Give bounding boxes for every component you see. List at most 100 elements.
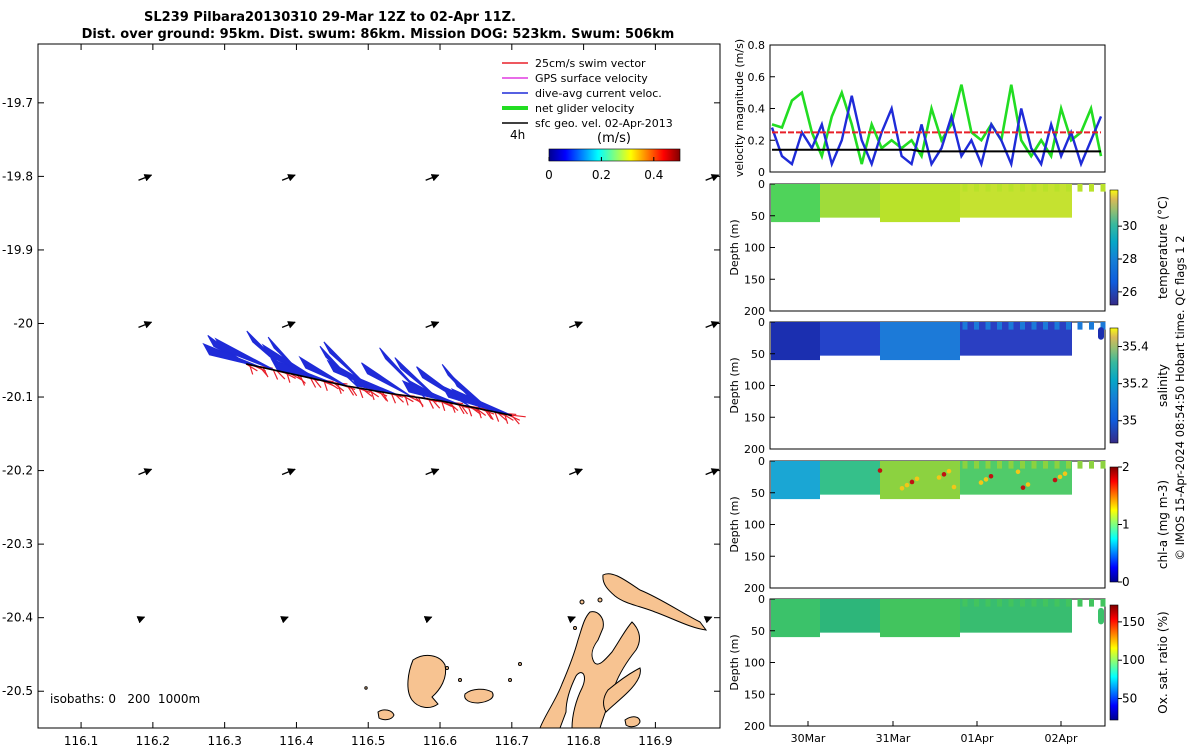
section-dive-spike xyxy=(1020,184,1025,192)
swim-vector xyxy=(379,391,388,401)
section-colorbar xyxy=(1109,327,1119,444)
chla-sample xyxy=(1020,485,1026,490)
section-dive-spike xyxy=(1089,184,1094,192)
swim-vector xyxy=(367,389,380,398)
islet-2 xyxy=(597,597,603,603)
section-colorbar-tick-label: 30 xyxy=(1122,219,1137,233)
map-ytick-label: -19.9 xyxy=(2,243,33,257)
section-dive-spike xyxy=(1031,461,1037,469)
map-ytick-label: -20.1 xyxy=(2,390,33,404)
title-line1: SL239 Pilbara20130310 29-Mar 12Z to 02-A… xyxy=(144,10,516,25)
swim-vector xyxy=(299,375,306,386)
geo-arrow xyxy=(136,616,146,624)
map-ytick-label: -20 xyxy=(13,316,33,330)
map-ytick-label: -20.3 xyxy=(2,537,33,551)
chla-sample xyxy=(978,480,984,485)
section-ytick-label: 200 xyxy=(744,443,765,456)
section-dive-spike xyxy=(962,322,968,330)
chla-sample xyxy=(951,484,957,490)
island-east xyxy=(603,667,641,713)
swim-vector xyxy=(286,372,291,383)
section-dive-spike xyxy=(1066,599,1071,607)
geo-arrow xyxy=(281,468,296,476)
glider-track xyxy=(246,363,512,417)
section-dive-spike xyxy=(905,461,910,469)
geo-arrow xyxy=(705,174,720,182)
section-colorbar-tick-label: 100 xyxy=(1122,653,1145,667)
section-data-block xyxy=(771,461,820,500)
section-data-block xyxy=(771,599,820,638)
section-colorbar xyxy=(1109,604,1119,721)
chla-sample xyxy=(909,479,915,485)
chla-sample xyxy=(914,476,920,482)
swim-vector xyxy=(390,393,397,404)
section-ytick-label: 200 xyxy=(744,305,765,318)
chla-sample xyxy=(877,468,883,473)
section-dive-spike xyxy=(974,461,979,469)
geo-arrow xyxy=(569,321,583,329)
section-ytick-label: 100 xyxy=(744,519,765,532)
map-xtick-label: 116.9 xyxy=(638,734,672,748)
section-colorbar-tick-label: 1 xyxy=(1122,518,1130,532)
chla-sample xyxy=(936,475,942,480)
time-tick-label: 02Apr xyxy=(1044,732,1078,745)
chla-sample xyxy=(988,473,994,479)
swim-vector xyxy=(404,395,409,406)
section-dive-spike xyxy=(928,184,933,192)
section-dive-spike xyxy=(985,184,991,192)
islet-1 xyxy=(579,599,585,605)
swim-vector xyxy=(477,408,482,419)
swim-vector xyxy=(494,411,500,422)
section-data-block xyxy=(820,461,880,495)
velocity-series-line xyxy=(770,95,1103,169)
swim-vector xyxy=(431,399,441,409)
islet-4 xyxy=(445,666,449,670)
chla-sample xyxy=(1015,469,1021,475)
section-dive-spike xyxy=(905,599,910,607)
section-dive-spike xyxy=(939,184,945,192)
geo-arrow xyxy=(705,321,720,329)
section-colorbar-label: temperature (°C) xyxy=(1156,196,1170,299)
swim-vector xyxy=(361,388,373,397)
colorbar-tick-label: 0.4 xyxy=(644,168,663,182)
map-ytick-label: -20.4 xyxy=(2,611,33,625)
current-vector xyxy=(394,357,441,402)
section-colorbar xyxy=(1109,189,1119,306)
geo-arrow xyxy=(425,468,440,476)
geo-arrow xyxy=(138,321,153,329)
swim-vector xyxy=(249,364,254,375)
current-vector xyxy=(202,342,261,368)
section-data-block xyxy=(1098,607,1104,625)
velocity-ytick-label: 0.8 xyxy=(748,39,766,52)
section-dive-spike xyxy=(951,461,956,469)
section-ylabel: Depth (m) xyxy=(728,634,741,690)
section-dive-spike xyxy=(1100,184,1106,192)
section-panel-oxygen: 0 50 100 150 200 Depth (m) 50 100 150 Ox. sat. ra… xyxy=(728,593,1170,733)
time-tick-label: 01Apr xyxy=(960,732,994,745)
section-ytick-label: 0 xyxy=(758,593,765,606)
section-colorbar-tick-label: 26 xyxy=(1122,285,1137,299)
section-data-block xyxy=(820,599,880,633)
section-dive-spike xyxy=(985,599,991,607)
island-north xyxy=(602,573,708,631)
sfc-geo-velocity-arrows xyxy=(136,174,720,624)
geo-arrow xyxy=(138,468,153,476)
geo-arrow xyxy=(281,174,296,182)
section-data-block xyxy=(771,322,820,361)
map-xtick-label: 116.4 xyxy=(279,734,313,748)
section-ytick-label: 0 xyxy=(758,178,765,191)
section-ytick-label: 150 xyxy=(744,550,765,563)
section-colorbar xyxy=(1109,466,1119,583)
section-dive-spike xyxy=(1089,599,1094,607)
swim-vector xyxy=(475,407,487,416)
chla-sample xyxy=(946,468,952,474)
swim-vector xyxy=(467,406,473,417)
section-ytick-label: 50 xyxy=(751,210,765,223)
swim-vector xyxy=(401,394,414,403)
geo-arrow xyxy=(569,468,583,476)
section-dive-spike xyxy=(1054,184,1060,192)
section-ytick-label: 0 xyxy=(758,316,765,329)
section-dive-spike xyxy=(928,461,933,469)
swim-vector xyxy=(337,383,342,394)
map-plot: 116.1 116.2 116.3 116.4 116.5 116.6 116.7 116.8… xyxy=(2,43,721,748)
